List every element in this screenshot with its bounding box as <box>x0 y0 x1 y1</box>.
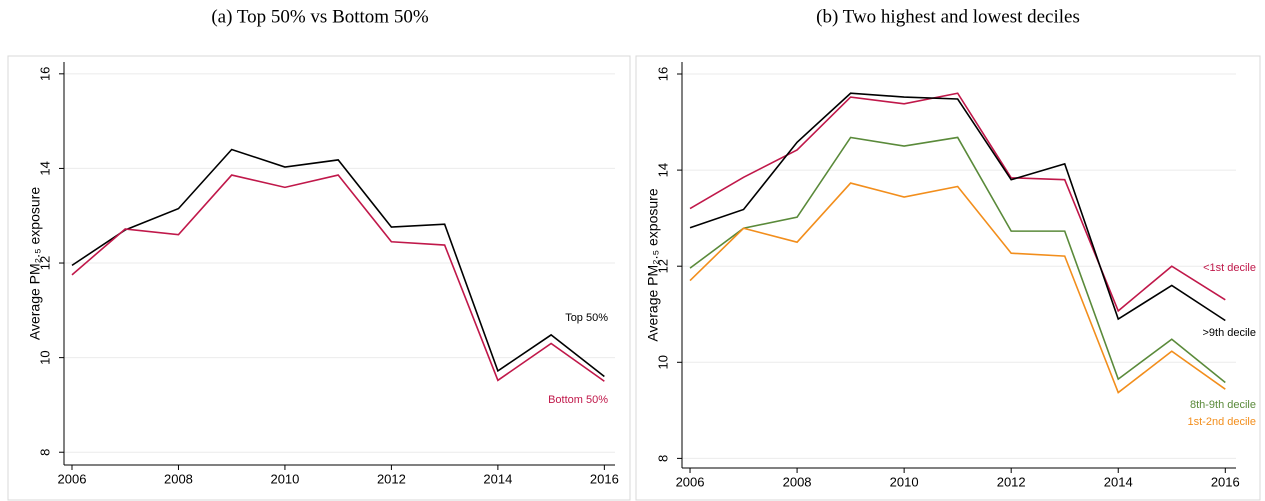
x-tick-label: 2006 <box>58 471 87 486</box>
x-tick-label: 2016 <box>590 471 619 486</box>
series-line <box>689 92 1226 322</box>
y-tick-label: 14 <box>37 161 52 175</box>
y-tick-label: 8 <box>37 449 52 456</box>
y-axis-label: Average PM₂.₅ exposure <box>645 188 661 341</box>
series-label: Bottom 50% <box>548 394 608 406</box>
y-tick-label: 8 <box>655 455 670 462</box>
y-tick-label: 10 <box>655 355 670 369</box>
series-line <box>689 92 1226 313</box>
series-line <box>689 136 1226 384</box>
series-label: 1st-2nd decile <box>1188 416 1257 428</box>
x-tick-label: 2012 <box>377 471 406 486</box>
chart-title: (a) Top 50% vs Bottom 50% <box>211 6 429 27</box>
x-tick-label: 2014 <box>483 471 512 486</box>
y-axis-label: Average PM₂.₅ exposure <box>27 187 43 340</box>
series-label: 8th-9th decile <box>1190 399 1256 411</box>
x-tick-label: 2014 <box>1104 474 1133 489</box>
x-tick-label: 2006 <box>676 474 705 489</box>
y-tick-label: 12 <box>37 256 52 270</box>
y-tick-label: 14 <box>655 163 670 177</box>
panel-frame <box>635 55 1261 501</box>
series-line <box>71 148 605 378</box>
y-tick-label: 10 <box>37 350 52 364</box>
x-tick-label: 2008 <box>164 471 193 486</box>
x-tick-label: 2010 <box>890 474 919 489</box>
chart-title: (b) Two highest and lowest deciles <box>816 6 1080 27</box>
x-tick-label: 2012 <box>997 474 1026 489</box>
series-label: Top 50% <box>565 312 608 324</box>
series-line <box>689 182 1226 394</box>
panel-frame <box>7 55 631 501</box>
x-tick-label: 2008 <box>783 474 812 489</box>
series-label: >9th decile <box>1202 327 1256 339</box>
x-tick-label: 2010 <box>270 471 299 486</box>
y-tick-label: 16 <box>37 67 52 81</box>
series-label: <1st decile <box>1203 262 1256 274</box>
series-line <box>71 174 605 382</box>
x-tick-label: 2016 <box>1211 474 1240 489</box>
y-tick-label: 16 <box>655 67 670 81</box>
y-tick-label: 12 <box>655 259 670 273</box>
